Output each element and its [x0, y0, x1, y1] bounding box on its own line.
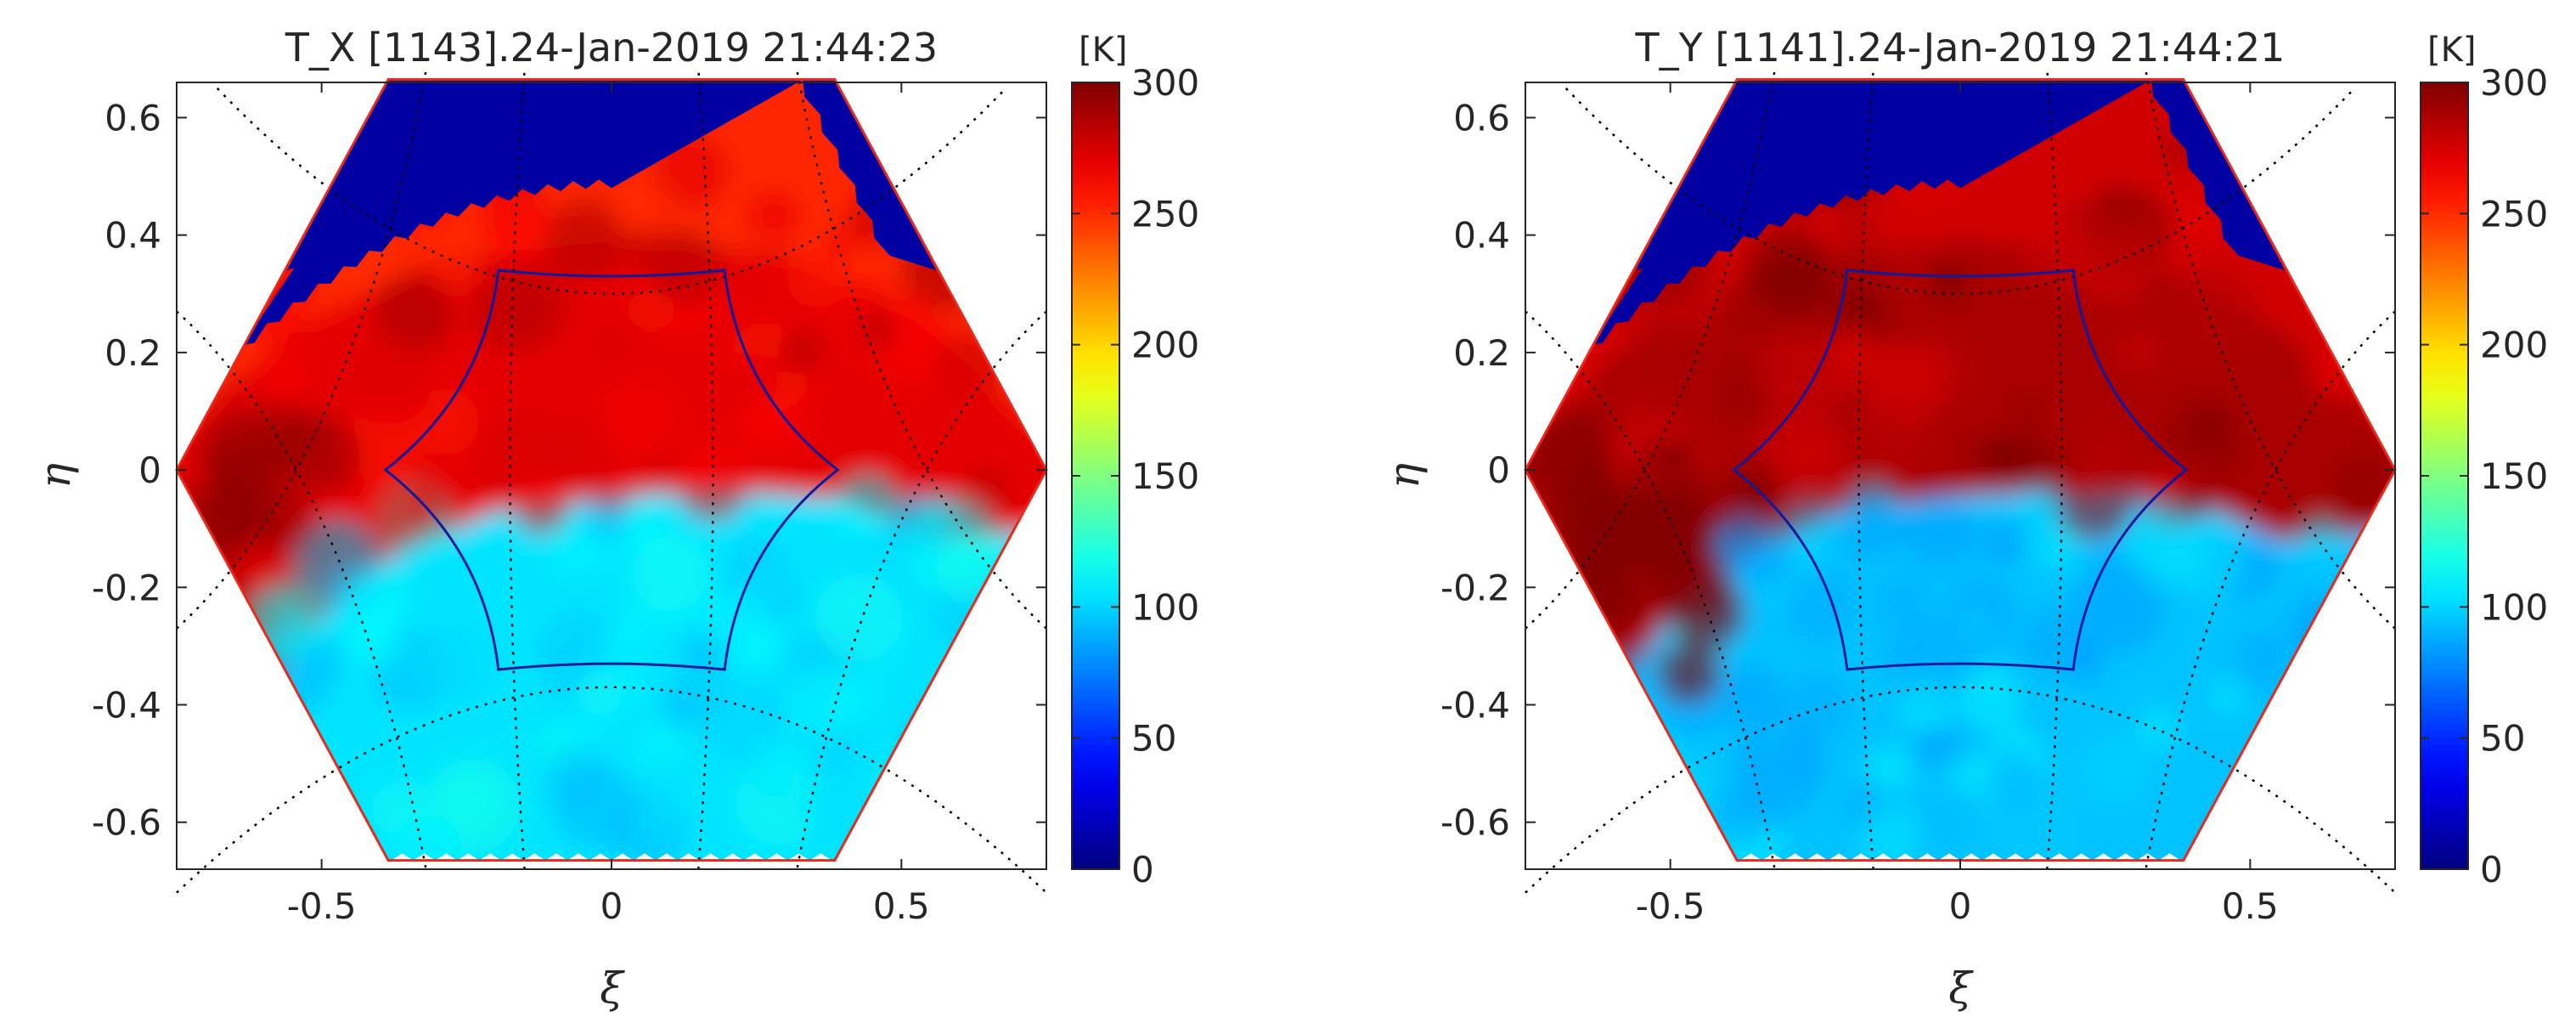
colorbar-tick-label: 150: [1131, 455, 1199, 497]
coordinate-grid: [1525, 70, 2396, 894]
colorbar-tick-label: 100: [1131, 586, 1199, 628]
y-tick-label: -0.4: [1440, 685, 1510, 726]
y-tick-label: -0.2: [1440, 567, 1510, 608]
colorbar-tick-label: 0: [1131, 849, 1154, 890]
y-tick-label: 0.6: [1453, 97, 1510, 138]
chart-svg: -0.5 0 0.5 0.6 0.4 0.2 0 -0.2 -0.4 -0.6 T_Y [1141]…: [1379, 25, 2548, 1013]
x-tick-label: -0.5: [1636, 885, 1705, 927]
y-tick-label: 0.6: [104, 97, 161, 138]
y-axis-label: η: [1379, 463, 1429, 489]
colorbar-tick-label: 300: [1131, 62, 1199, 104]
space-region: [228, 79, 937, 366]
x-axis-label: ξ: [600, 964, 625, 1013]
x-tick-label: 0: [1949, 885, 1972, 927]
colorbar-tick-label: 300: [2480, 62, 2548, 104]
y-axis-label: η: [31, 463, 80, 489]
colorbar-unit-label: [K]: [1079, 31, 1127, 70]
y-tick-label: 0: [1487, 449, 1510, 491]
chart-panel-ty: -0.5 0 0.5 0.6 0.4 0.2 0 -0.2 -0.4 -0.6 T_Y [1141]…: [1349, 0, 2576, 1023]
colorbar-tick-label: 50: [2480, 718, 2525, 760]
y-tick-label: -0.2: [92, 567, 161, 608]
inner-hexagon: [1732, 268, 2189, 671]
space-region: [1577, 79, 2286, 366]
chart-title: T_Y [1141].24-Jan-2019 21:44:21: [1635, 25, 2286, 71]
colorbar-tick-label: 100: [2480, 586, 2548, 628]
x-tick-label: 0.5: [873, 885, 930, 927]
chart-panel-tx: -0.5 0 0.5 0.6 0.4 0.2 0 -0.2 -0.4 -0.6 T_X [1143]…: [31, 25, 1199, 1013]
y-tick-label: 0.4: [1453, 215, 1510, 257]
x-axis-label: ξ: [1948, 964, 1974, 1013]
chart-svg: -0.5 0 0.5 0.6 0.4 0.2 0 -0.2 -0.4 -0.6 T_X [1143]…: [31, 25, 1199, 1013]
colorbar-tick-label: 150: [2480, 455, 2548, 497]
colorbar-tick-label: 250: [2480, 193, 2548, 235]
inner-hexagon: [383, 268, 840, 671]
colorbar-unit-label: [K]: [2427, 31, 2476, 70]
x-tick-label: -0.5: [287, 885, 357, 927]
y-tick-label: -0.6: [92, 802, 161, 844]
temperature-field: [1525, 79, 2395, 861]
chart-title: T_X [1143].24-Jan-2019 21:44:23: [285, 25, 938, 71]
x-tick-label: 0: [600, 885, 623, 927]
colorbar-tick-label: 200: [1131, 325, 1199, 366]
colorbar-tick-label: 50: [1131, 718, 1176, 760]
y-tick-label: 0.2: [104, 332, 161, 374]
colorbar-tick-label: 200: [2480, 325, 2548, 366]
x-tick-label: 0.5: [2222, 885, 2279, 927]
colorbar-tick-label: 0: [2480, 849, 2503, 890]
y-tick-label: -0.6: [1440, 802, 1510, 844]
y-tick-label: 0.4: [104, 215, 161, 257]
y-tick-label: -0.4: [92, 685, 161, 726]
y-tick-label: 0.2: [1453, 332, 1510, 374]
colorbar-tick-label: 250: [1131, 193, 1199, 235]
y-tick-label: 0: [138, 449, 161, 491]
coordinate-grid: [176, 70, 1047, 894]
